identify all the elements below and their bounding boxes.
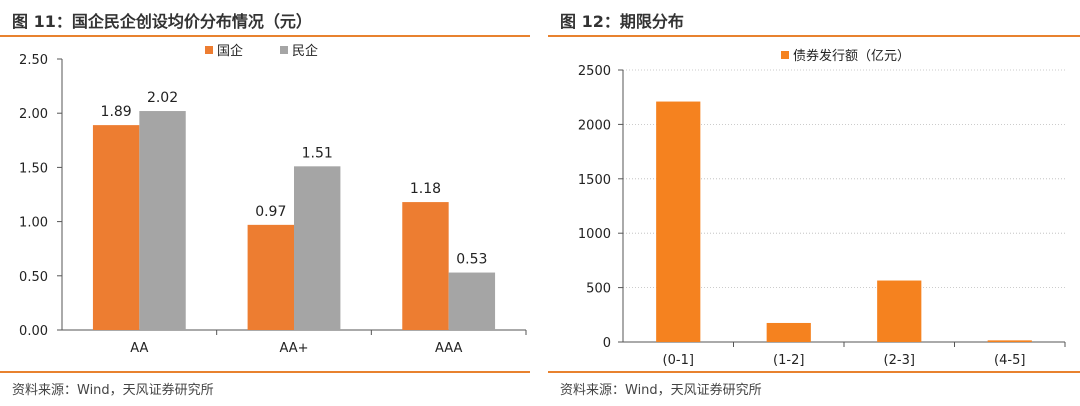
x-tick-label: (4-5] <box>994 353 1025 368</box>
figure-11-source: 资料来源：Wind，天风证券研究所 <box>12 383 214 398</box>
y-tick-label: 0 <box>603 336 611 351</box>
x-tick-label: (2-3] <box>884 353 915 368</box>
term-distribution-chart: 0 500 1000 1500 2000 2500 (0-1] (1-2] (2-3] (4-5]… <box>578 48 1066 368</box>
bar <box>247 224 294 330</box>
bar <box>448 272 496 330</box>
legend-swatch <box>280 46 288 54</box>
figure-12-panel: 图 12：期限分布 0 500 1000 1500 2000 2500 (0-1] (1-2]… <box>548 0 1080 406</box>
bar <box>766 322 811 342</box>
bar <box>402 202 449 330</box>
legend-swatch <box>205 46 213 54</box>
y-tick-label: 0.50 <box>19 270 48 285</box>
bar <box>987 340 1032 342</box>
top-rule <box>0 35 530 37</box>
data-label: 1.89 <box>101 104 132 120</box>
bar <box>294 166 341 330</box>
data-label: 0.53 <box>456 252 487 268</box>
data-label: 2.02 <box>147 90 178 106</box>
data-label: 0.97 <box>255 204 286 220</box>
y-tick-label: 2500 <box>578 64 611 79</box>
x-tick-label: (0-1] <box>663 353 694 368</box>
y-tick-label: 1.00 <box>19 216 48 231</box>
bar <box>139 111 186 330</box>
x-tick-label: AA+ <box>279 341 308 356</box>
price-distribution-chart: 0.00 0.50 1.00 1.50 2.00 2.50 1.89 2.02 AA 0.97 1.… <box>19 43 527 356</box>
y-tick-label: 1.50 <box>19 161 48 176</box>
figure-11-title: 图 11：国企民企创设均价分布情况（元） <box>12 12 312 31</box>
figure-12-source: 资料来源：Wind，天风证券研究所 <box>560 383 762 398</box>
bar <box>877 280 922 342</box>
y-tick-label: 2.50 <box>19 53 48 68</box>
bottom-rule <box>0 371 530 373</box>
bar <box>656 101 701 342</box>
bottom-rule <box>548 371 1080 373</box>
data-label: 1.51 <box>302 145 333 161</box>
x-tick-label: AA <box>130 341 148 356</box>
y-tick-label: 0.00 <box>19 324 48 339</box>
top-rule <box>548 35 1080 37</box>
y-tick-label: 1500 <box>578 173 611 188</box>
legend-label: 债券发行额（亿元） <box>793 48 910 64</box>
bar <box>92 125 140 331</box>
legend-swatch <box>781 51 789 59</box>
x-tick-label: (1-2] <box>773 353 804 368</box>
y-tick-label: 2.00 <box>19 107 48 122</box>
legend-label: 国企 <box>217 43 243 59</box>
figure-12-title: 图 12：期限分布 <box>560 12 684 31</box>
data-label: 1.18 <box>410 181 441 197</box>
y-tick-label: 500 <box>586 282 611 297</box>
y-tick-label: 1000 <box>578 227 611 242</box>
legend-label: 民企 <box>292 43 318 59</box>
figure-11-panel: 图 11：国企民企创设均价分布情况（元） 0.00 0.50 1.00 1.50 2.0… <box>0 0 530 406</box>
y-tick-label: 2000 <box>578 118 611 133</box>
x-tick-label: AAA <box>435 341 463 356</box>
